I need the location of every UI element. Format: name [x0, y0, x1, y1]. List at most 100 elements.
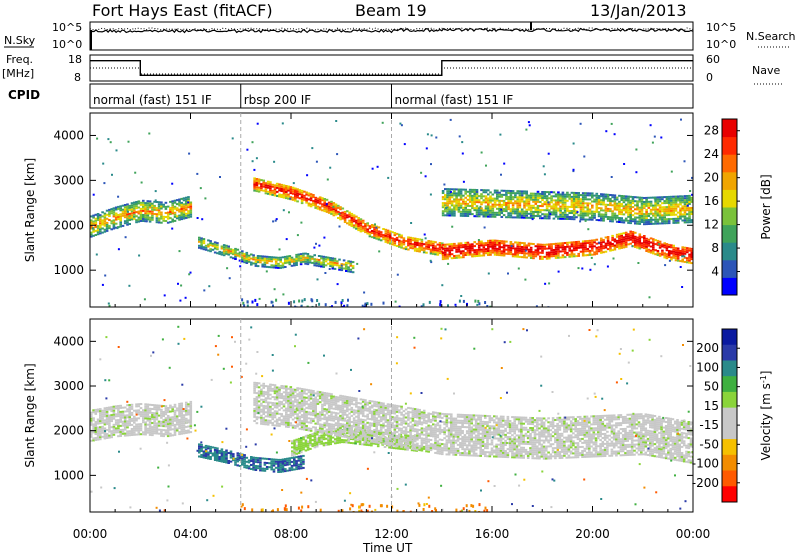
velocity-cell	[294, 404, 297, 407]
power-cell	[398, 239, 401, 242]
power-cell	[618, 210, 621, 213]
power-cell	[563, 197, 567, 200]
power-cell	[112, 227, 116, 230]
power-cell	[420, 246, 424, 249]
velocity-cell	[367, 442, 371, 445]
power-cell	[441, 190, 445, 192]
velocity-cell	[178, 423, 181, 426]
power-cell	[395, 236, 399, 239]
power-cell	[624, 199, 628, 202]
power-scatter-point	[477, 239, 480, 241]
power-cell	[444, 249, 447, 252]
power-cell	[672, 252, 675, 255]
power-cell	[559, 205, 562, 208]
velocity-cell	[264, 423, 268, 426]
power-cell	[631, 206, 635, 209]
power-cell	[516, 206, 519, 209]
velocity-cell	[162, 423, 165, 426]
power-cell	[581, 214, 585, 217]
power-cell	[600, 209, 603, 212]
power-cell	[654, 210, 657, 213]
velocity-cell	[180, 418, 183, 421]
velocity-cell	[164, 423, 168, 426]
power-cell	[525, 248, 528, 251]
nsearch-tick-bottom: 10^0	[706, 38, 736, 51]
velocity-cell	[349, 442, 353, 444]
velocity-cell	[260, 404, 263, 407]
power-cell	[327, 205, 331, 208]
power-cell	[525, 210, 528, 213]
power-scatter-point	[282, 293, 285, 296]
power-cell	[591, 196, 594, 199]
power-cell	[520, 198, 524, 201]
velocity-cell	[271, 412, 274, 415]
power-cell	[550, 191, 553, 194]
velocity-cell	[189, 405, 193, 407]
power-cell	[229, 256, 233, 259]
power-cell	[466, 245, 470, 248]
power-cell	[462, 250, 465, 253]
power-cell	[341, 213, 345, 216]
velocity-cell	[157, 420, 161, 423]
velocity-cell	[315, 445, 319, 448]
power-cell	[509, 192, 513, 194]
power-cell	[173, 199, 177, 202]
power-cell	[105, 213, 109, 216]
velocity-cell	[284, 458, 287, 461]
velocity-cell	[178, 425, 181, 428]
power-cell	[284, 260, 287, 262]
power-cell	[627, 221, 630, 224]
power-cell	[679, 195, 682, 198]
power-cell	[189, 215, 193, 218]
power-cell	[559, 197, 562, 200]
power-cell	[593, 245, 596, 248]
power-cell	[559, 193, 562, 196]
power-cell	[690, 209, 693, 211]
power-cell	[462, 208, 465, 211]
power-cell	[618, 221, 621, 223]
velocity-band-3	[253, 381, 693, 464]
power-cell	[317, 259, 321, 261]
power-cell	[518, 192, 522, 195]
power-cell	[597, 246, 601, 249]
power-cell	[559, 195, 562, 198]
power-cell	[631, 198, 635, 200]
velocity-cell	[313, 436, 317, 439]
velocity-cell	[162, 433, 165, 436]
velocity-cell	[204, 444, 208, 447]
power-cell	[534, 215, 538, 217]
power-cell	[507, 206, 510, 209]
power-ground-point	[454, 305, 457, 307]
power-cell	[536, 205, 540, 207]
power-cell	[123, 216, 127, 219]
power-cell	[245, 255, 249, 258]
power-cell	[622, 199, 626, 202]
power-cell	[94, 217, 98, 220]
power-scatter-point	[274, 219, 277, 222]
power-cell	[541, 213, 544, 216]
power-cell	[311, 257, 314, 260]
power-cell	[257, 180, 261, 183]
power-cell	[291, 196, 295, 199]
power-cell	[144, 202, 147, 205]
velocity-cell	[284, 468, 287, 471]
power-cell	[649, 220, 653, 223]
power-cell	[259, 259, 262, 262]
power-scatter-point	[637, 262, 640, 264]
power-cell	[643, 223, 646, 226]
power-cell	[266, 184, 270, 187]
velocity-cell	[117, 423, 120, 426]
power-scatter-point	[679, 266, 682, 268]
velocity-cell	[117, 427, 120, 430]
power-cell	[477, 240, 481, 243]
velocity-cell	[162, 421, 165, 423]
colorbar-swatch	[722, 207, 737, 226]
velocity-cell	[269, 385, 272, 388]
power-scatter-point	[423, 233, 426, 236]
power-cell	[462, 256, 465, 259]
power-cell	[271, 191, 274, 194]
power-scatter-point	[102, 162, 105, 165]
power-cell	[543, 215, 547, 218]
power-cell	[334, 207, 338, 210]
power-cell	[690, 250, 693, 252]
